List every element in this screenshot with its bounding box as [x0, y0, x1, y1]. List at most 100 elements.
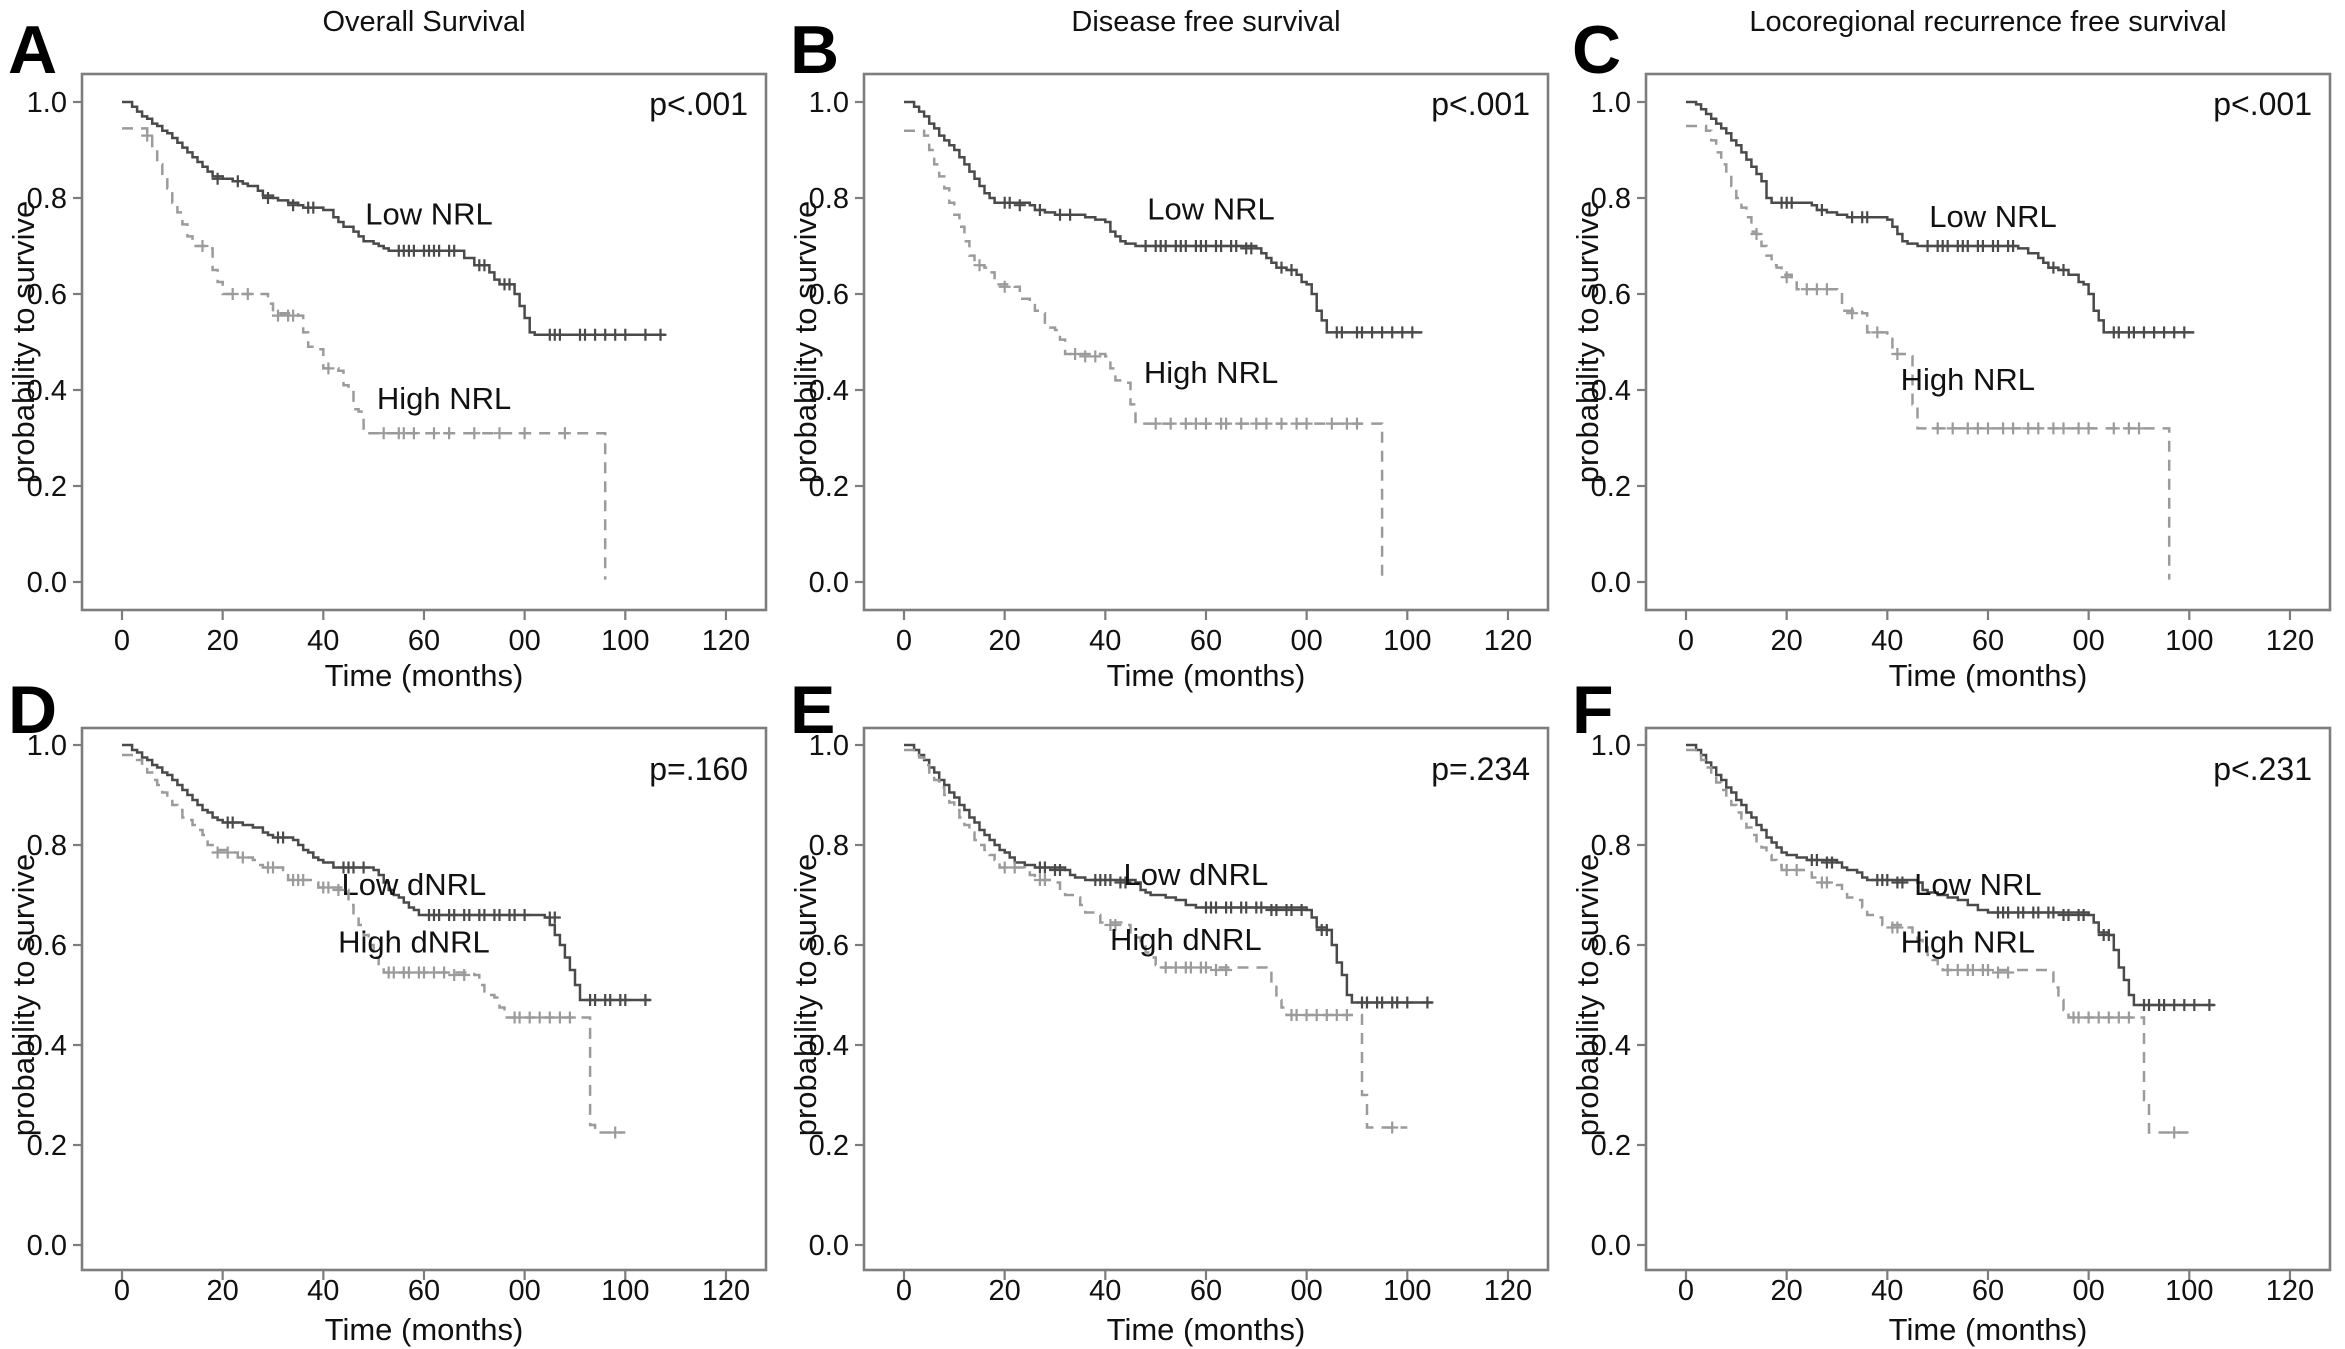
x-tick-label: 100 — [1383, 1275, 1431, 1307]
panel-f: 1.0 0.8 0.6 0.4 0.2 0.0 0 20 40 60 00 100 120 Time (m… — [1570, 726, 2332, 1347]
y-tick-label: 0.8 — [809, 183, 849, 215]
x-tick-label: 20 — [989, 625, 1021, 657]
y-tick-label: 0.8 — [27, 830, 67, 862]
x-tick-label: 40 — [307, 1275, 339, 1307]
y-tick-label: 1.0 — [27, 730, 67, 762]
panel-letter-c: C — [1572, 12, 1622, 88]
x-tick-label: 40 — [1871, 625, 1903, 657]
censor-marks — [221, 816, 652, 1006]
x-tick-label: 20 — [989, 1275, 1021, 1307]
panel-b: 1.0 0.8 0.6 0.4 0.2 0.0 0 20 40 60 00 100 120 Time (m… — [788, 72, 1550, 693]
x-tick-label: 120 — [1484, 1275, 1532, 1307]
y-tick-label: 1.0 — [1591, 87, 1631, 119]
censor-marks — [1805, 854, 2216, 1011]
y-tick-label: 0.0 — [1591, 1230, 1631, 1262]
x-tick-label: 100 — [1383, 625, 1431, 657]
x-tick-label: 00 — [2073, 625, 2105, 657]
p-value-label: p<.001 — [649, 86, 748, 122]
plot-frame — [80, 72, 768, 612]
y-tick-label: 0.2 — [809, 471, 849, 503]
x-axis-title: Time (months) — [325, 658, 524, 693]
y-tick-label: 0.8 — [1591, 830, 1631, 862]
y-tick-label: 0.0 — [27, 567, 67, 599]
y-tick-label: 0.8 — [1591, 183, 1631, 215]
y-axis-title: probability to survive — [6, 201, 41, 484]
y-tick-label: 1.0 — [1591, 730, 1631, 762]
survival-curve-high — [904, 748, 1408, 1129]
y-tick-label: 0.0 — [809, 1230, 849, 1262]
x-tick-label: 0 — [1678, 625, 1694, 657]
p-value-label: p=.160 — [649, 751, 748, 787]
survival-curve-low — [1686, 743, 2215, 1007]
plot-frame — [1644, 72, 2332, 612]
x-axis-title: Time (months) — [1889, 658, 2088, 693]
y-axis-title: probability to survive — [788, 854, 823, 1137]
series-label: High dNRL — [1110, 922, 1262, 957]
series-label: High NRL — [1901, 925, 2035, 960]
x-axis-title: Time (months) — [1107, 658, 1306, 693]
x-tick-label: 40 — [307, 625, 339, 657]
p-value-label: p<.231 — [2213, 751, 2312, 787]
y-tick-label: 0.8 — [27, 183, 67, 215]
y-tick-label: 1.0 — [27, 87, 67, 119]
x-tick-label: 0 — [114, 1275, 130, 1307]
p-value-label: p=.234 — [1431, 751, 1530, 787]
panel-letter-d: D — [8, 672, 58, 748]
x-tick-label: 120 — [2266, 625, 2314, 657]
series-label: Low dNRL — [342, 867, 487, 902]
survival-curve-high — [122, 753, 626, 1134]
y-axis-title: probability to survive — [788, 201, 823, 484]
y-tick-label: 0.2 — [27, 1130, 67, 1162]
plot-frame — [80, 726, 768, 1272]
y-tick-label: 0.4 — [1591, 375, 1631, 407]
x-tick-label: 0 — [1678, 1275, 1694, 1307]
x-tick-label: 60 — [1972, 625, 2004, 657]
x-tick-label: 00 — [509, 625, 541, 657]
censor-marks — [1750, 228, 2145, 435]
y-tick-label: 0.0 — [1591, 567, 1631, 599]
x-tick-label: 120 — [2266, 1275, 2314, 1307]
y-tick-label: 0.0 — [27, 1230, 67, 1262]
y-tick-label: 0.6 — [809, 279, 849, 311]
y-tick-label: 0.2 — [809, 1130, 849, 1162]
y-axis-title: probability to survive — [1570, 201, 1605, 484]
censor-marks — [1780, 864, 2181, 1139]
x-tick-label: 60 — [408, 625, 440, 657]
y-tick-label: 0.2 — [1591, 471, 1631, 503]
panel-letter-b: B — [790, 12, 840, 88]
y-axis-title: probability to survive — [6, 854, 41, 1137]
panel-a: 1.0 0.8 0.6 0.4 0.2 0.0 0 20 40 60 00 100 120 Time (m… — [6, 72, 768, 693]
x-tick-label: 20 — [1771, 1275, 1803, 1307]
panel-d: 1.0 0.8 0.6 0.4 0.2 0.0 0 20 40 60 00 100 120 Time (m… — [6, 726, 768, 1347]
censor-marks — [998, 196, 1419, 339]
x-tick-label: 00 — [509, 1275, 541, 1307]
survival-curve-high — [1686, 124, 2171, 580]
x-tick-label: 40 — [1089, 625, 1121, 657]
survival-curve-high — [1686, 748, 2190, 1134]
x-axis-title: Time (months) — [1889, 1312, 2088, 1347]
y-tick-label: 1.0 — [809, 87, 849, 119]
x-tick-label: 20 — [1771, 625, 1803, 657]
x-axis-title: Time (months) — [325, 1312, 524, 1347]
y-tick-label: 0.4 — [27, 1030, 67, 1062]
series-label: High NRL — [1901, 362, 2035, 397]
x-tick-label: 20 — [207, 1275, 239, 1307]
x-tick-label: 20 — [207, 625, 239, 657]
x-tick-label: 40 — [1871, 1275, 1903, 1307]
panel-letter-a: A — [8, 12, 58, 88]
series-label: Low NRL — [1929, 199, 2057, 234]
censor-marks — [141, 129, 571, 440]
series-label: High NRL — [377, 381, 511, 416]
censor-marks — [1033, 861, 1434, 1009]
survival-curve-low — [1686, 100, 2195, 334]
series-label: Low NRL — [1914, 867, 2042, 902]
series-label: Low NRL — [365, 196, 493, 231]
x-tick-label: 60 — [1190, 1275, 1222, 1307]
x-tick-label: 120 — [702, 625, 750, 657]
x-tick-label: 100 — [2165, 1275, 2213, 1307]
series-label: High dNRL — [338, 925, 490, 960]
y-tick-label: 0.4 — [809, 1030, 849, 1062]
x-tick-label: 120 — [702, 1275, 750, 1307]
